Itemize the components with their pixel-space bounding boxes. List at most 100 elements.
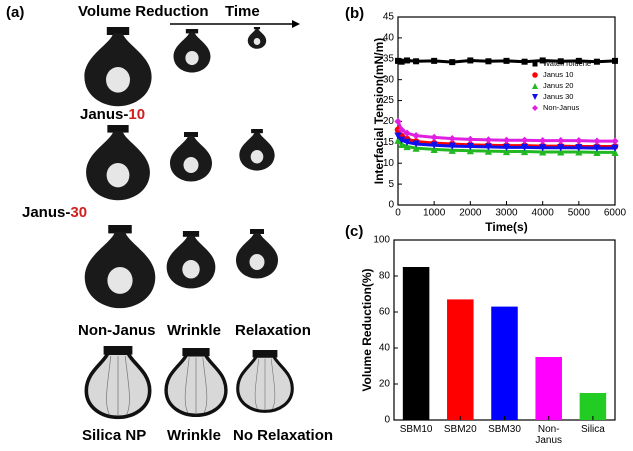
row-label: Non-Janus <box>78 322 156 339</box>
panel-label: (a) <box>6 4 24 21</box>
marker <box>430 141 438 149</box>
row-label: Wrinkle <box>167 322 221 339</box>
marker <box>398 136 406 144</box>
marker <box>557 58 564 65</box>
y-tick-label: 35 <box>383 53 395 64</box>
droplet <box>84 27 152 107</box>
marker <box>466 147 474 155</box>
marker <box>394 132 402 140</box>
y-tick-label: 5 <box>388 179 394 190</box>
marker <box>539 137 547 145</box>
marker <box>485 58 492 65</box>
legend-label: Janus 20 <box>543 81 573 90</box>
bar <box>535 357 562 420</box>
droplet <box>247 27 267 49</box>
marker <box>430 133 438 141</box>
marker <box>575 148 583 156</box>
droplet <box>236 229 278 279</box>
x-tick-label: 4000 <box>532 208 555 219</box>
marker <box>593 137 601 145</box>
x-tick-label: Silica <box>580 424 605 435</box>
marker <box>612 57 618 64</box>
legend-marker <box>532 61 538 67</box>
y-tick-label: 60 <box>379 307 391 318</box>
droplet <box>235 348 295 414</box>
y-tick-label: 40 <box>379 343 391 354</box>
marker <box>403 142 411 151</box>
arrowhead <box>292 20 300 28</box>
droplet <box>170 132 212 182</box>
marker <box>520 147 529 156</box>
row-label: Janus-30 <box>22 204 87 221</box>
legend-marker <box>532 94 538 100</box>
x-axis-label: Time(s) <box>485 220 527 234</box>
marker <box>557 144 565 152</box>
marker <box>557 137 565 145</box>
droplet <box>166 231 216 289</box>
x-tick-label: 0 <box>395 208 401 219</box>
marker <box>575 144 583 152</box>
x-tick-label: 6000 <box>604 208 627 219</box>
marker <box>502 143 511 151</box>
y-tick-label: 10 <box>383 158 395 169</box>
bar <box>447 299 474 420</box>
bar <box>579 393 607 420</box>
marker <box>539 144 547 152</box>
row-label: No Relaxation <box>233 427 333 444</box>
marker <box>430 145 438 154</box>
x-tick-label: 1000 <box>423 208 446 219</box>
marker <box>502 136 511 144</box>
droplet <box>164 346 228 418</box>
panel-label: (c) <box>345 223 363 240</box>
row-label: Silica NP <box>82 427 146 444</box>
marker <box>521 58 528 65</box>
legend-label: Water/Toluene <box>543 59 591 68</box>
marker <box>413 58 420 65</box>
marker <box>484 143 493 151</box>
marker <box>466 142 474 151</box>
y-tick-label: 0 <box>384 415 390 426</box>
x-tick-label: SBM10 <box>399 424 433 435</box>
marker <box>394 117 402 126</box>
droplet <box>173 29 211 73</box>
y-tick-label: 20 <box>379 379 391 390</box>
marker <box>611 144 619 152</box>
marker <box>539 57 546 64</box>
droplet <box>84 225 156 309</box>
header-label: Time <box>225 3 260 20</box>
legend-marker <box>532 72 538 78</box>
x-tick-label: 3000 <box>495 208 518 219</box>
marker <box>557 148 565 156</box>
marker <box>520 136 529 144</box>
marker <box>466 135 474 144</box>
marker <box>575 57 582 64</box>
marker <box>611 137 619 145</box>
marker <box>395 57 401 64</box>
marker <box>398 126 406 134</box>
x-tick-label: SBM20 <box>443 424 477 435</box>
row-label: Wrinkle <box>167 427 221 444</box>
marker <box>449 59 456 66</box>
marker <box>502 147 511 156</box>
marker <box>575 137 583 145</box>
x-tick-label: 5000 <box>568 208 591 219</box>
marker <box>398 140 406 149</box>
marker <box>431 57 438 64</box>
marker <box>398 58 405 65</box>
bar <box>491 306 518 420</box>
y-axis-label: Interfacial Tension(mN/m) <box>372 38 386 184</box>
x-tick-label: SBM30 <box>488 424 521 435</box>
marker <box>539 148 547 156</box>
y-tick-label: 30 <box>383 74 395 85</box>
y-tick-label: 45 <box>383 12 395 23</box>
marker <box>412 140 420 148</box>
marker <box>503 57 510 64</box>
marker <box>412 132 420 140</box>
droplet <box>86 125 150 201</box>
marker <box>403 138 411 146</box>
y-tick-label: 40 <box>383 33 395 44</box>
marker <box>412 144 420 152</box>
droplet <box>239 129 275 171</box>
